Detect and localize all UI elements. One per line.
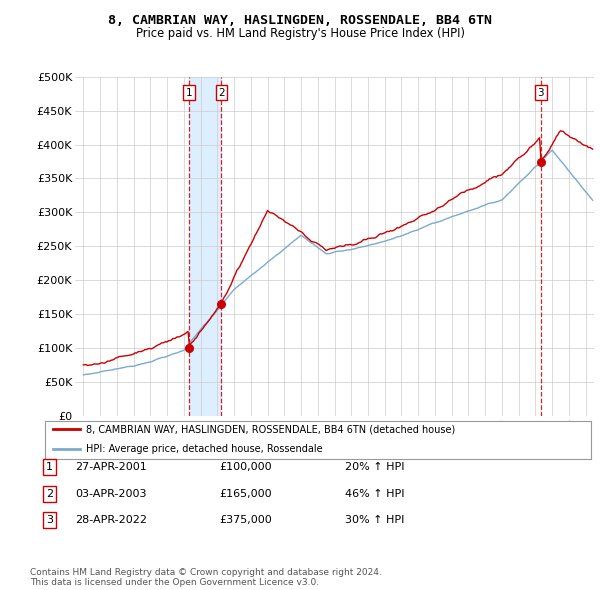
Text: 1: 1 bbox=[186, 87, 193, 97]
Text: 8, CAMBRIAN WAY, HASLINGDEN, ROSSENDALE, BB4 6TN: 8, CAMBRIAN WAY, HASLINGDEN, ROSSENDALE,… bbox=[108, 14, 492, 27]
Text: 8, CAMBRIAN WAY, HASLINGDEN, ROSSENDALE, BB4 6TN (detached house): 8, CAMBRIAN WAY, HASLINGDEN, ROSSENDALE,… bbox=[86, 424, 455, 434]
Text: 3: 3 bbox=[46, 516, 53, 525]
Text: 1: 1 bbox=[46, 463, 53, 472]
Text: 3: 3 bbox=[538, 87, 544, 97]
Text: £375,000: £375,000 bbox=[219, 516, 272, 525]
Bar bbox=[189, 77, 221, 416]
Text: 28-APR-2022: 28-APR-2022 bbox=[75, 516, 147, 525]
Text: Contains HM Land Registry data © Crown copyright and database right 2024.
This d: Contains HM Land Registry data © Crown c… bbox=[30, 568, 382, 587]
Text: £165,000: £165,000 bbox=[219, 489, 272, 499]
Text: £100,000: £100,000 bbox=[219, 463, 272, 472]
Text: 03-APR-2003: 03-APR-2003 bbox=[75, 489, 146, 499]
Text: 2: 2 bbox=[218, 87, 225, 97]
Text: 27-APR-2001: 27-APR-2001 bbox=[75, 463, 147, 472]
Text: Price paid vs. HM Land Registry's House Price Index (HPI): Price paid vs. HM Land Registry's House … bbox=[136, 27, 464, 40]
Text: 2: 2 bbox=[46, 489, 53, 499]
Text: HPI: Average price, detached house, Rossendale: HPI: Average price, detached house, Ross… bbox=[86, 444, 323, 454]
Text: 46% ↑ HPI: 46% ↑ HPI bbox=[345, 489, 404, 499]
Text: 20% ↑ HPI: 20% ↑ HPI bbox=[345, 463, 404, 472]
Text: 30% ↑ HPI: 30% ↑ HPI bbox=[345, 516, 404, 525]
